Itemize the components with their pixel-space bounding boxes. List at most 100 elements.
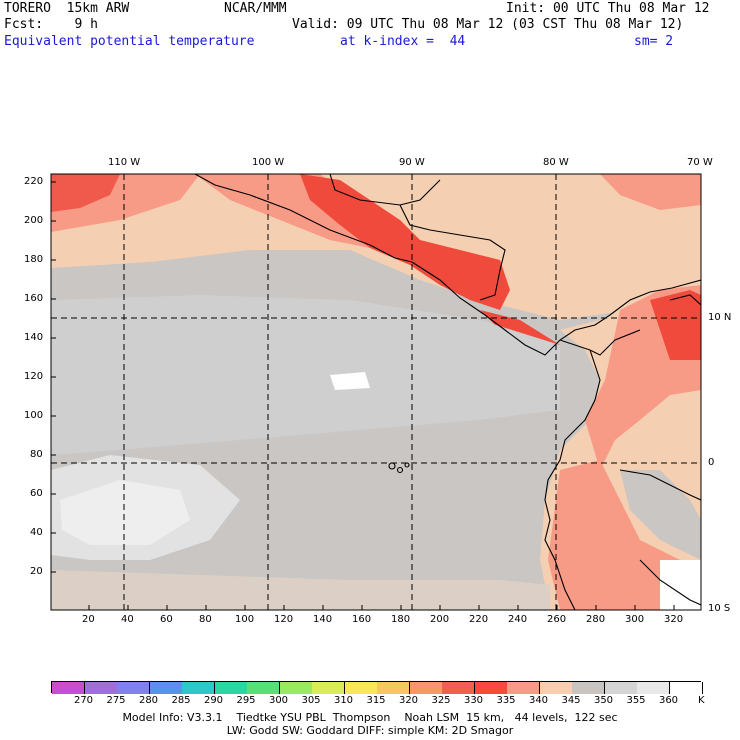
colorbar-swatch (507, 682, 540, 694)
forecast-hour: Fcst: 9 h (4, 17, 98, 32)
colorbar-swatch (312, 682, 345, 694)
x-tick-label: 80 (199, 614, 212, 625)
colorbar-swatch (279, 682, 313, 694)
colorbar-swatch (604, 682, 638, 694)
lat-label: 0 (708, 457, 715, 468)
colorbar-swatch (344, 682, 378, 694)
lon-label: 100 W (252, 157, 285, 168)
colorbar-label: 325 (431, 695, 451, 706)
y-tick-label: 220 (24, 176, 44, 187)
x-tick-label: 100 (235, 614, 255, 625)
valid-time: Valid: 09 UTC Thu 08 Mar 12 (03 CST Thu … (292, 17, 684, 32)
colorbar-swatch (637, 682, 670, 694)
colorbar-swatch (149, 682, 183, 694)
colorbar-swatch (52, 682, 85, 694)
colorbar-swatch (442, 682, 475, 694)
lat-label: 10 N (708, 312, 732, 323)
colorbar-swatch (409, 682, 443, 694)
colorbar-swatch (117, 682, 150, 694)
x-tick-label: 220 (469, 614, 489, 625)
init-time: Init: 00 UTC Thu 08 Mar 12 (506, 1, 710, 16)
x-tick-label: 320 (664, 614, 684, 625)
graticule (51, 174, 701, 610)
hot-zone-central-america (300, 174, 510, 310)
model-info-line2: LW: Godd SW: Goddard DIFF: simple KM: 2D… (226, 724, 514, 737)
tick-marks (51, 181, 675, 610)
colorbar-label: 360 (658, 695, 679, 706)
caribbean-patch (600, 174, 701, 210)
y-tick-label: 20 (30, 566, 43, 577)
colorbar-label: 310 (333, 695, 354, 706)
colorbar-label: 345 (561, 695, 581, 706)
colorbar-swatch (669, 682, 703, 694)
x-tick-label: 180 (391, 614, 411, 625)
colorbar-swatch (377, 682, 410, 694)
cold-spot-center (330, 372, 370, 390)
y-tick-label: 60 (30, 488, 43, 499)
smoothing-info: sm= 2 (634, 34, 674, 49)
colorbar-label: 340 (528, 695, 549, 706)
colorbar-label: 330 (463, 695, 484, 706)
colorbar-swatch (247, 682, 280, 694)
colorbar-unit: K (698, 695, 705, 706)
colorbar-swatch (214, 682, 248, 694)
model-info-line1: Model Info: V3.3.1 Tiedtke YSU PBL Thomp… (122, 711, 618, 724)
y-tick-label: 80 (30, 449, 43, 460)
colorbar-label: 315 (366, 695, 386, 706)
colorbar-label: 290 (203, 695, 224, 706)
colorbar (51, 681, 703, 694)
amazon-cool (620, 470, 701, 560)
colorbar-label: 335 (496, 695, 516, 706)
level-info: at k-index = 44 (340, 34, 466, 49)
model-name: TORERO 15km ARW (4, 1, 130, 16)
x-tick-label: 200 (430, 614, 450, 625)
colorbar-label: 285 (171, 695, 191, 706)
x-tick-label: 120 (274, 614, 294, 625)
x-tick-label: 40 (121, 614, 134, 625)
y-tick-label: 180 (24, 254, 44, 265)
south-band (51, 570, 550, 610)
colorbar-label: 275 (106, 695, 126, 706)
colorbar-label: 270 (73, 695, 94, 706)
colombia-hot (650, 290, 701, 360)
lon-label: 80 W (543, 157, 569, 168)
x-tick-label: 60 (160, 614, 173, 625)
colorbar-swatch (539, 682, 573, 694)
highland-cold (660, 560, 701, 610)
y-tick-label: 120 (24, 371, 44, 382)
colorbar-label: 355 (626, 695, 646, 706)
center-name: NCAR/MMM (224, 1, 287, 16)
cool-tongue (51, 295, 560, 455)
x-tick-label: 260 (547, 614, 567, 625)
y-tick-label: 100 (24, 410, 44, 421)
y-tick-label: 40 (30, 527, 43, 538)
colorbar-swatch (572, 682, 605, 694)
colorbar-label: 305 (301, 695, 321, 706)
x-tick-label: 20 (82, 614, 95, 625)
colorbar-swatch (84, 682, 118, 694)
colorbar-label: 350 (593, 695, 614, 706)
colorbar-swatch (182, 682, 215, 694)
colorbar-label: 295 (236, 695, 256, 706)
lon-label: 90 W (399, 157, 425, 168)
lon-label: 110 W (108, 157, 141, 168)
lat-label: 10 S (708, 603, 731, 614)
colorbar-label: 300 (268, 695, 289, 706)
colorbar-swatch (474, 682, 508, 694)
coldest-region-sw (60, 480, 190, 545)
colorbar-label: 320 (398, 695, 419, 706)
field-name: Equivalent potential temperature (4, 34, 255, 49)
lon-label: 70 W (687, 157, 713, 168)
x-tick-label: 160 (352, 614, 372, 625)
x-tick-label: 240 (508, 614, 528, 625)
y-tick-label: 200 (24, 215, 44, 226)
x-tick-label: 140 (313, 614, 333, 625)
colorbar-label: 280 (138, 695, 159, 706)
hot-patch-nw (51, 174, 120, 212)
y-tick-label: 140 (24, 332, 44, 343)
x-tick-label: 280 (586, 614, 606, 625)
map-frame (50, 173, 702, 611)
x-tick-label: 300 (625, 614, 645, 625)
y-tick-label: 160 (24, 293, 44, 304)
